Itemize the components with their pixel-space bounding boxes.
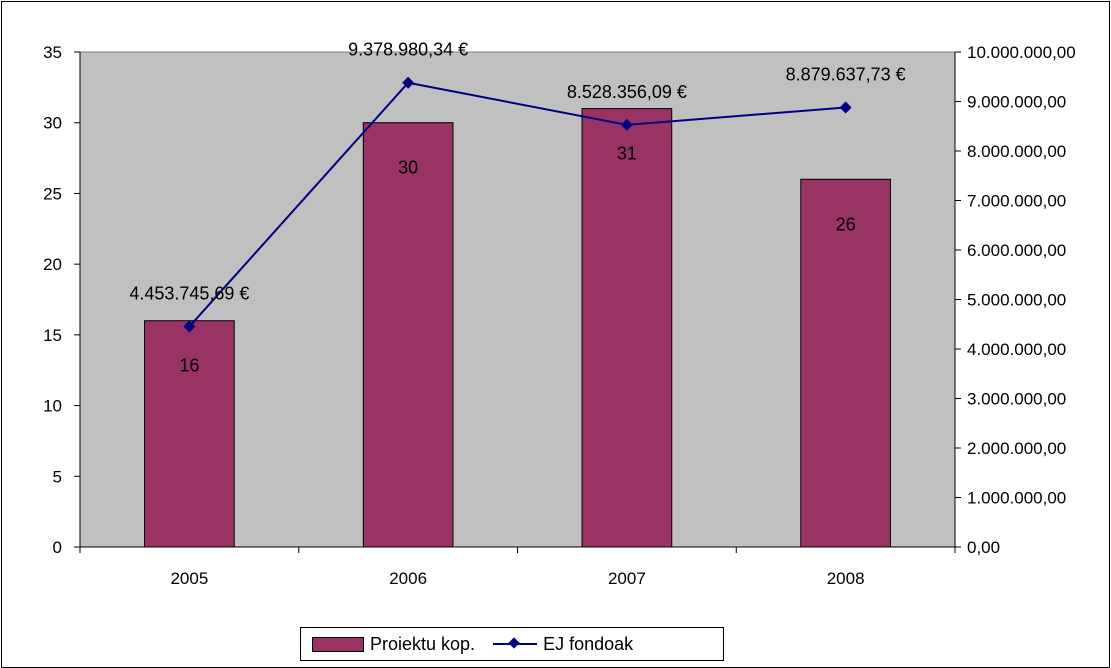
bar (581, 108, 673, 548)
line-data-label: 9.378.980,34 € (348, 40, 468, 60)
line-marker (183, 320, 196, 333)
left-axis-tick-label: 25 (43, 184, 62, 203)
x-axis-tick-label: 2005 (170, 569, 208, 588)
legend-label-projects: Proiektu kop. (370, 633, 476, 654)
right-axis-tick-label: 7.000.000,00 (967, 192, 1066, 211)
left-axis-tick-label: 30 (43, 114, 62, 133)
left-axis-tick-label: 15 (43, 326, 62, 345)
x-axis-tick-label: 2008 (827, 569, 865, 588)
line-data-label: 8.528.356,09 € (567, 82, 687, 102)
bar-data-label: 31 (617, 144, 637, 164)
legend-label-funds: EJ fondoak (543, 633, 634, 654)
left-axis-tick-label: 0 (53, 538, 62, 557)
chart-legend: Proiektu kop. EJ fondoak (300, 627, 724, 661)
line-marker (839, 101, 852, 114)
left-axis-tick-label: 20 (43, 255, 62, 274)
right-axis-tick-label: 9.000.000,00 (967, 93, 1066, 112)
left-axis-tick-label: 35 (43, 43, 62, 62)
legend-bar-swatch (312, 636, 364, 652)
bar (362, 122, 454, 548)
right-axis-tick-label: 8.000.000,00 (967, 142, 1066, 161)
x-axis-tick-label: 2007 (608, 569, 646, 588)
left-axis-tick-label: 10 (43, 397, 62, 416)
legend-item-funds: EJ fondoak (475, 634, 633, 655)
right-axis-tick-label: 3.000.000,00 (967, 390, 1066, 409)
bar-data-label: 26 (836, 214, 856, 234)
bar-data-label: 16 (179, 356, 199, 376)
right-axis-tick-label: 1.000.000,00 (967, 489, 1066, 508)
bar (800, 178, 891, 548)
left-axis-tick-label: 5 (53, 467, 62, 486)
chart-svg: 0 5 10 15 20 25 30 35 0,00 1.000.000,00 2.000.000,… (43, 40, 1076, 588)
right-axis-tick-label: 6.000.000,00 (967, 241, 1066, 260)
right-axis-tick-label: 0,00 (967, 538, 1000, 557)
line-series-path (188, 81, 846, 328)
right-axis-tick-label: 5.000.000,00 (967, 291, 1066, 310)
x-axis-tick-label: 2006 (389, 569, 427, 588)
right-axis-tick-label: 10.000.000,00 (967, 43, 1076, 62)
line-marker (402, 76, 415, 89)
legend-line-swatch (493, 637, 538, 651)
right-axis-tick-label: 2.000.000,00 (967, 439, 1066, 458)
line-data-label: 8.879.637,73 € (786, 64, 906, 84)
right-axis-tick-label: 4.000.000,00 (967, 340, 1066, 359)
bar-data-label: 30 (398, 158, 418, 178)
line-data-label: 4.453.745,69 € (129, 284, 249, 304)
legend-item-projects: Proiektu kop. (301, 634, 475, 655)
bar (144, 320, 235, 548)
line-marker (620, 118, 633, 131)
